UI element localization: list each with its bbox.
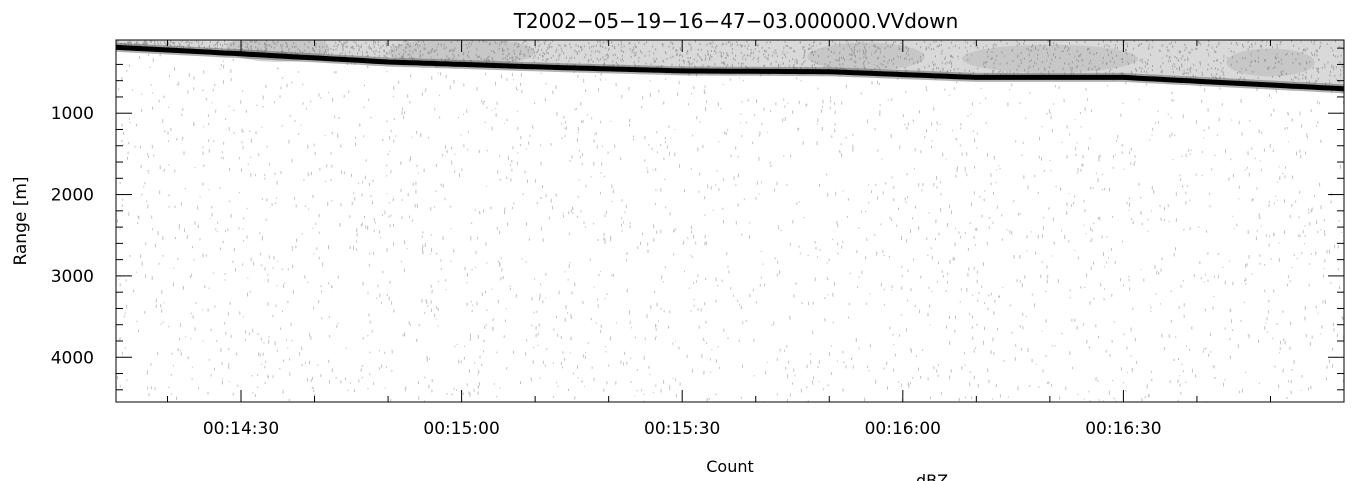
colorbar-label: dBZ: [916, 471, 948, 481]
y-tick-label: 3000: [51, 267, 94, 287]
x-tick-label: 00:15:30: [644, 419, 720, 439]
x-axis: 00:14:30 00:15:00 00:15:30 00:16:00 00:16:30: [166, 40, 1345, 439]
y-axis: 1000 2000 3000 4000: [51, 47, 1344, 391]
plot-area: [116, 40, 1344, 402]
chart-title: T2002−05−19−16−47−03.000000.VVdown: [513, 9, 959, 33]
y-tick-label: 4000: [51, 348, 94, 368]
x-axis-label: Count: [706, 457, 754, 476]
clutter-patch: [961, 44, 1139, 73]
x-tick-label: 00:16:00: [865, 419, 941, 439]
plot-frame: [115, 39, 1345, 403]
surface-echo-line: [116, 44, 1344, 92]
clutter-patch: [1226, 48, 1315, 77]
x-tick-label: 00:14:30: [203, 419, 279, 439]
echo-field: [116, 40, 1344, 402]
y-tick-label: 2000: [51, 186, 94, 206]
y-axis-label: Range [m]: [11, 176, 31, 265]
clutter-patch: [388, 40, 536, 67]
noise-speckle: [116, 40, 1344, 402]
y-tick-label: 1000: [51, 104, 94, 124]
x-tick-label: 00:15:00: [423, 419, 499, 439]
x-tick-label: 00:16:30: [1085, 419, 1161, 439]
